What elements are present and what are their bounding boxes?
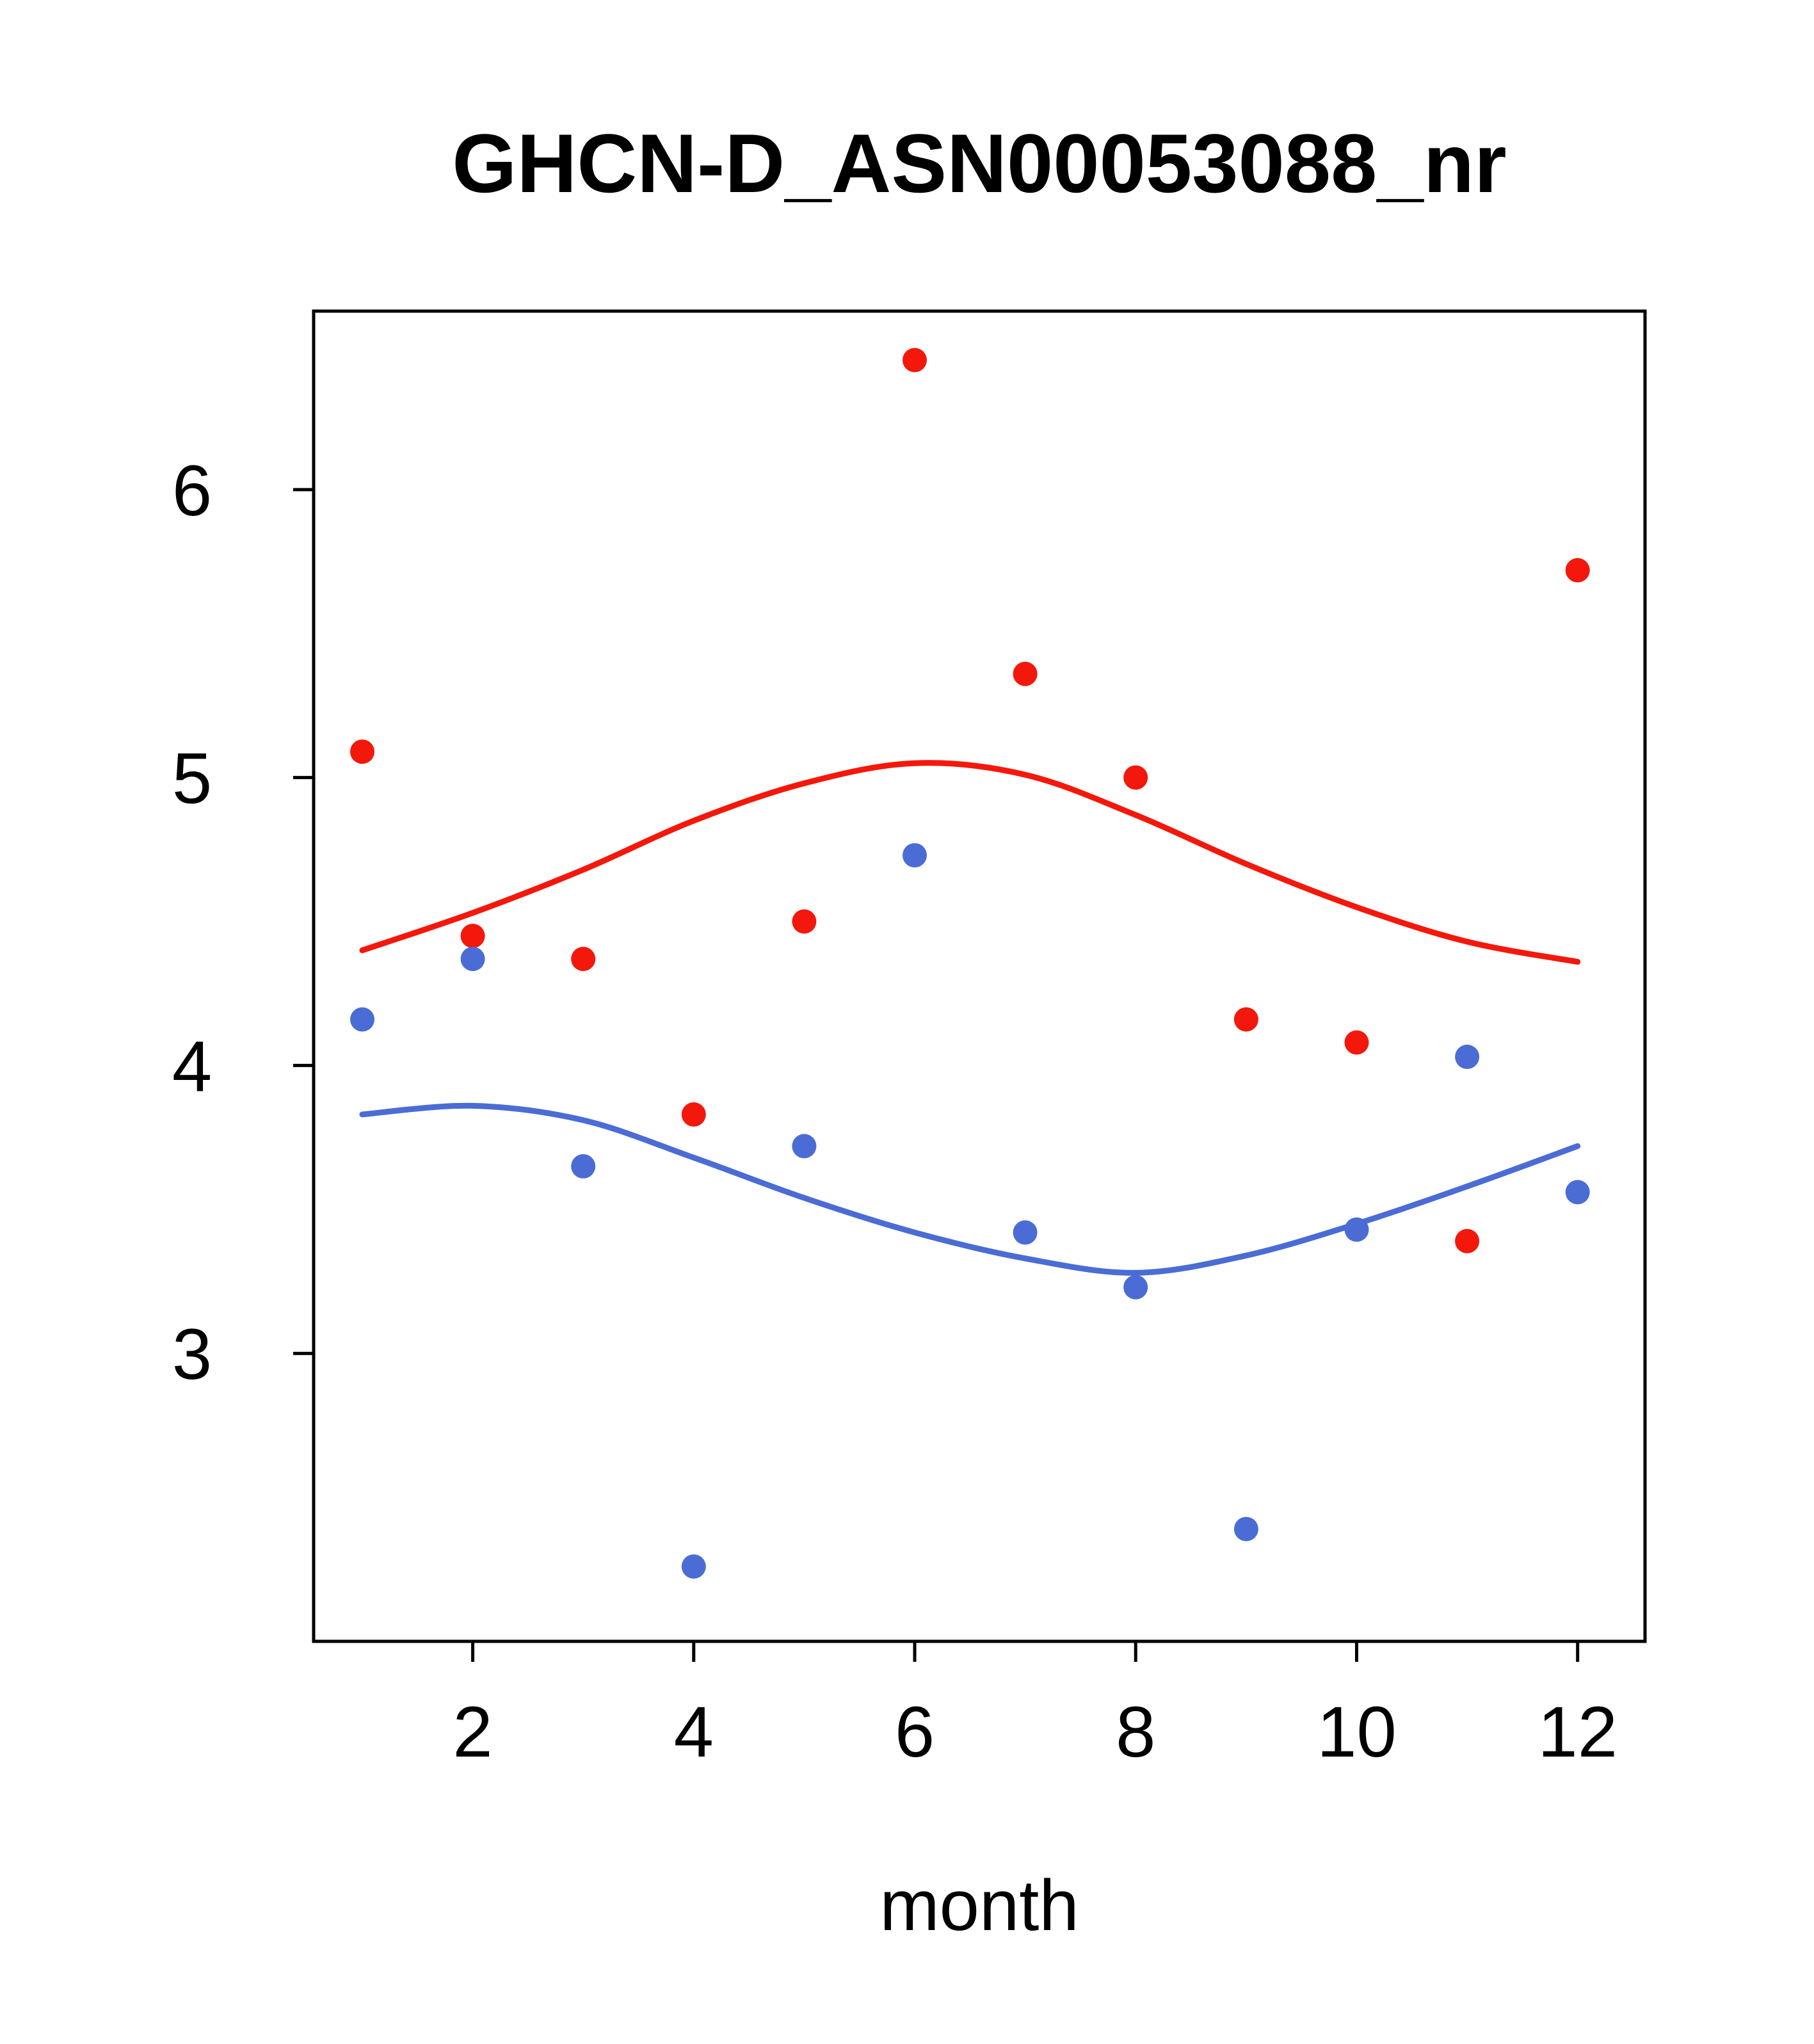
blue-series-point — [1565, 1180, 1590, 1205]
red-series-point — [1565, 558, 1590, 583]
red-series-point — [1455, 1228, 1480, 1253]
axes-ticks: 2 4 6 8 10 12 3 4 5 6 — [172, 451, 1617, 1772]
y-tick-label: 6 — [172, 451, 212, 531]
blue-series-smooth-line — [359, 1102, 1581, 1276]
red-series-point — [571, 947, 596, 971]
x-tick-label: 12 — [1537, 1692, 1617, 1772]
blue-series-point — [903, 843, 927, 868]
blue-series-point — [1123, 1275, 1148, 1300]
red-series-point — [460, 924, 485, 948]
blue-series-point — [1013, 1220, 1038, 1245]
blue-series-point — [350, 1007, 374, 1032]
chart-title: GHCN-D_ASN00053088_nr — [452, 117, 1506, 210]
red-series-smooth-line — [359, 760, 1581, 965]
blue-series-point — [1233, 1517, 1258, 1541]
red-series-point — [350, 739, 374, 764]
blue-series-point — [1455, 1044, 1480, 1069]
red-series-point — [1013, 661, 1038, 686]
red-series-point — [903, 348, 927, 373]
x-tick-label: 6 — [895, 1692, 935, 1772]
blue-series-point — [681, 1554, 706, 1579]
red-series-point — [1344, 1030, 1369, 1055]
red-series-point — [681, 1102, 706, 1127]
blue-series-points — [350, 843, 1590, 1579]
x-axis-label: month — [879, 1865, 1079, 1945]
blue-series-point — [571, 1154, 596, 1179]
x-tick-label: 10 — [1317, 1692, 1397, 1772]
y-tick-label: 4 — [172, 1026, 212, 1106]
red-series-point — [792, 909, 817, 934]
data-series — [350, 348, 1590, 1579]
blue-series-point — [792, 1134, 817, 1159]
x-tick-label: 4 — [674, 1692, 714, 1772]
red-series-points — [350, 348, 1590, 1253]
y-tick-label: 5 — [172, 739, 212, 819]
x-tick-label: 8 — [1116, 1692, 1155, 1772]
blue-series-point — [460, 947, 485, 971]
plot-frame — [312, 309, 1647, 1643]
red-series-point — [1233, 1007, 1258, 1032]
y-tick-label: 3 — [172, 1314, 212, 1394]
red-series-point — [1123, 765, 1148, 790]
x-tick-label: 2 — [453, 1692, 492, 1772]
